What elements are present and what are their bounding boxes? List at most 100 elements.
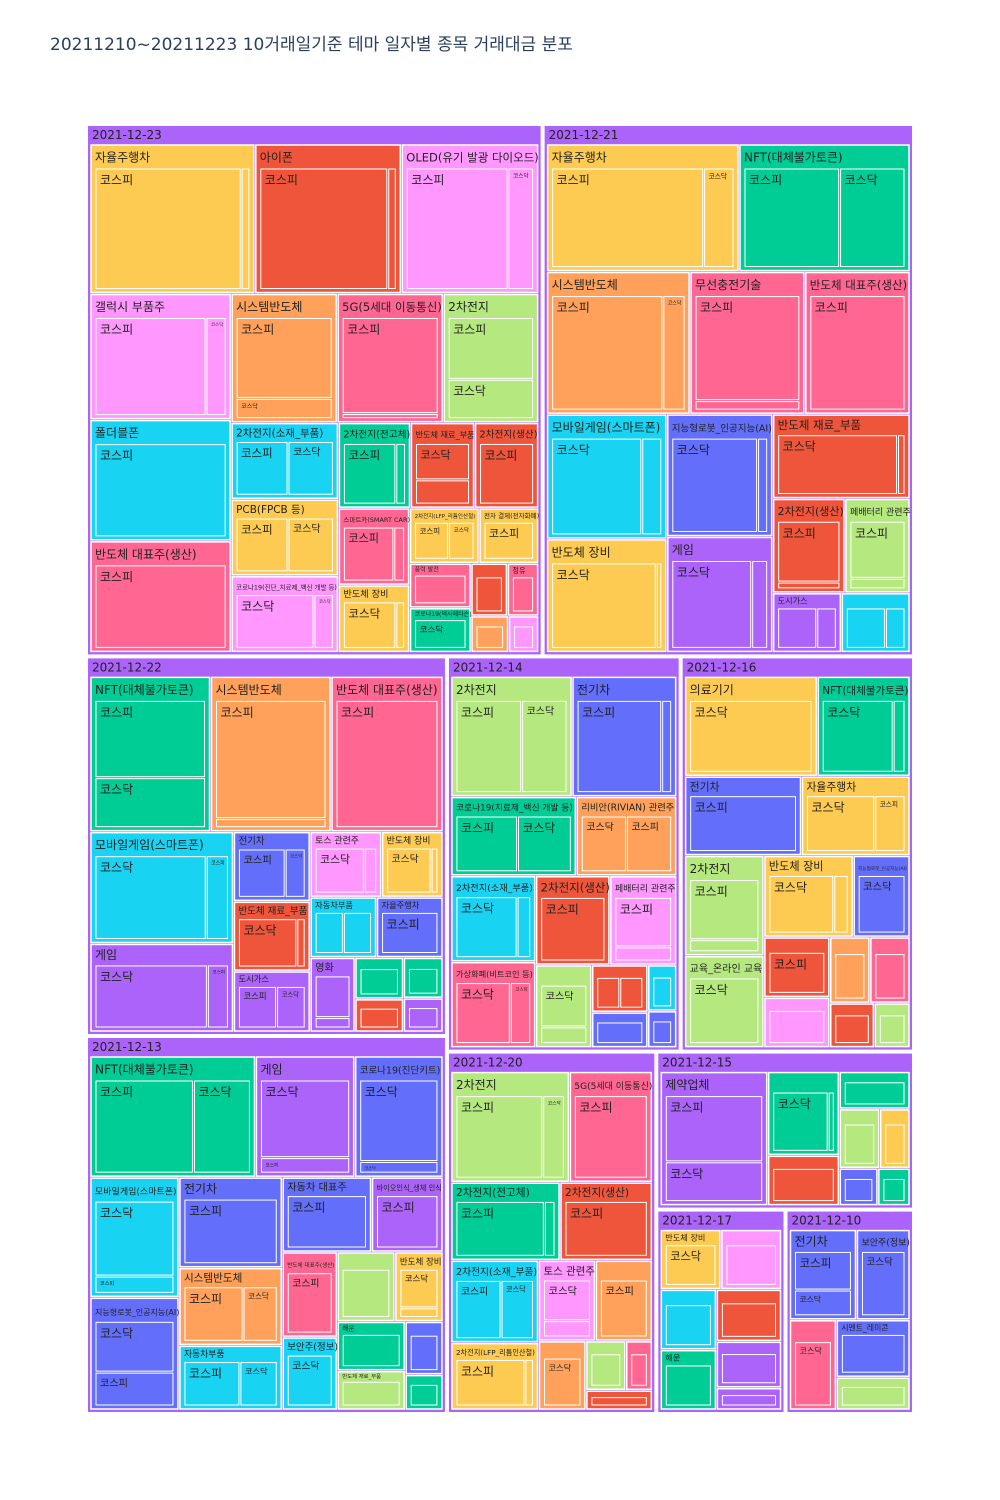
market-tile[interactable] [656, 563, 662, 648]
theme-block[interactable]: 보안주(정보) 코스닥 [282, 1337, 338, 1410]
market-tile[interactable] [377, 1196, 438, 1248]
market-tile[interactable] [456, 897, 517, 958]
market-tile[interactable] [850, 521, 905, 578]
market-tile[interactable] [315, 1018, 350, 1028]
market-tile[interactable] [288, 518, 333, 572]
theme-block[interactable]: 2차전지(생산) 코스피 [560, 1182, 653, 1261]
market-tile[interactable] [238, 849, 285, 897]
theme-block[interactable] [764, 997, 830, 1048]
market-tile[interactable] [806, 796, 875, 852]
market-tile[interactable] [653, 977, 672, 1007]
theme-block[interactable] [839, 1168, 878, 1206]
market-tile[interactable] [778, 582, 840, 589]
market-tile[interactable] [406, 168, 508, 290]
market-tile[interactable] [597, 1022, 643, 1044]
market-tile[interactable] [287, 1355, 332, 1406]
market-tile[interactable] [577, 700, 662, 793]
market-tile[interactable] [236, 595, 314, 648]
market-tile[interactable] [690, 880, 759, 940]
market-tile[interactable] [508, 168, 534, 290]
market-tile[interactable] [240, 1362, 277, 1406]
market-tile[interactable] [597, 977, 620, 1008]
theme-block[interactable] [648, 965, 677, 1011]
market-tile[interactable] [342, 1381, 400, 1406]
market-tile[interactable] [480, 443, 534, 504]
market-tile[interactable] [342, 1269, 390, 1318]
theme-block[interactable] [403, 957, 443, 998]
market-tile[interactable] [95, 700, 206, 778]
market-tile[interactable] [400, 1269, 438, 1308]
market-tile[interactable] [415, 575, 466, 604]
market-tile[interactable] [795, 1290, 851, 1316]
market-tile[interactable] [287, 1196, 367, 1248]
theme-block[interactable]: 코스닥 [789, 1320, 837, 1410]
theme-block[interactable] [830, 937, 870, 1003]
market-tile[interactable] [512, 577, 534, 612]
market-tile[interactable] [665, 1365, 711, 1406]
market-tile[interactable] [822, 700, 893, 772]
theme-block[interactable] [870, 937, 910, 1003]
market-tile[interactable] [879, 1015, 905, 1044]
theme-block[interactable]: 영화 [310, 957, 355, 1032]
market-tile[interactable] [552, 296, 663, 410]
theme-block[interactable] [716, 1341, 782, 1388]
theme-block[interactable] [767, 1155, 840, 1206]
market-tile[interactable] [795, 1342, 831, 1406]
market-tile[interactable] [315, 976, 350, 1018]
theme-block[interactable]: 반도체 대표주(생산) 코스피 [90, 541, 231, 653]
market-tile[interactable] [653, 1021, 672, 1044]
theme-block[interactable] [626, 1341, 653, 1391]
market-tile[interactable] [721, 1303, 777, 1337]
market-tile[interactable] [514, 626, 534, 648]
theme-block[interactable]: 스마트카(SMART CAR) 코스피 [338, 508, 410, 585]
market-tile[interactable] [314, 595, 333, 648]
market-tile[interactable] [448, 318, 534, 379]
market-tile[interactable] [277, 986, 305, 1028]
theme-block[interactable]: NFT(대체불가토큰) 코스닥 [817, 676, 910, 776]
theme-block[interactable]: 모바일게임(스마트폰) 코스닥 [546, 414, 667, 539]
market-tile[interactable] [360, 1008, 398, 1028]
theme-block[interactable] [660, 1289, 717, 1350]
market-tile[interactable] [552, 168, 704, 268]
market-tile[interactable] [752, 560, 768, 648]
market-tile[interactable] [207, 965, 228, 1028]
market-tile[interactable] [484, 522, 534, 559]
market-tile[interactable] [672, 560, 752, 648]
market-tile[interactable] [95, 318, 206, 416]
market-tile[interactable] [846, 608, 885, 648]
theme-block[interactable] [586, 1341, 626, 1391]
market-tile[interactable] [449, 522, 474, 559]
market-tile[interactable] [388, 168, 396, 290]
market-tile[interactable] [415, 443, 470, 480]
market-tile[interactable] [695, 296, 800, 401]
market-tile[interactable] [885, 1124, 905, 1164]
date-block[interactable]: 2021-12-22NFT(대체불가토큰)코스피코스닥시스템반도체코스피반도체 … [86, 656, 447, 1037]
market-tile[interactable] [241, 168, 250, 290]
market-tile[interactable] [665, 1162, 763, 1202]
market-tile[interactable] [410, 1384, 438, 1406]
market-tile[interactable] [817, 608, 836, 648]
market-tile[interactable] [665, 1305, 711, 1346]
